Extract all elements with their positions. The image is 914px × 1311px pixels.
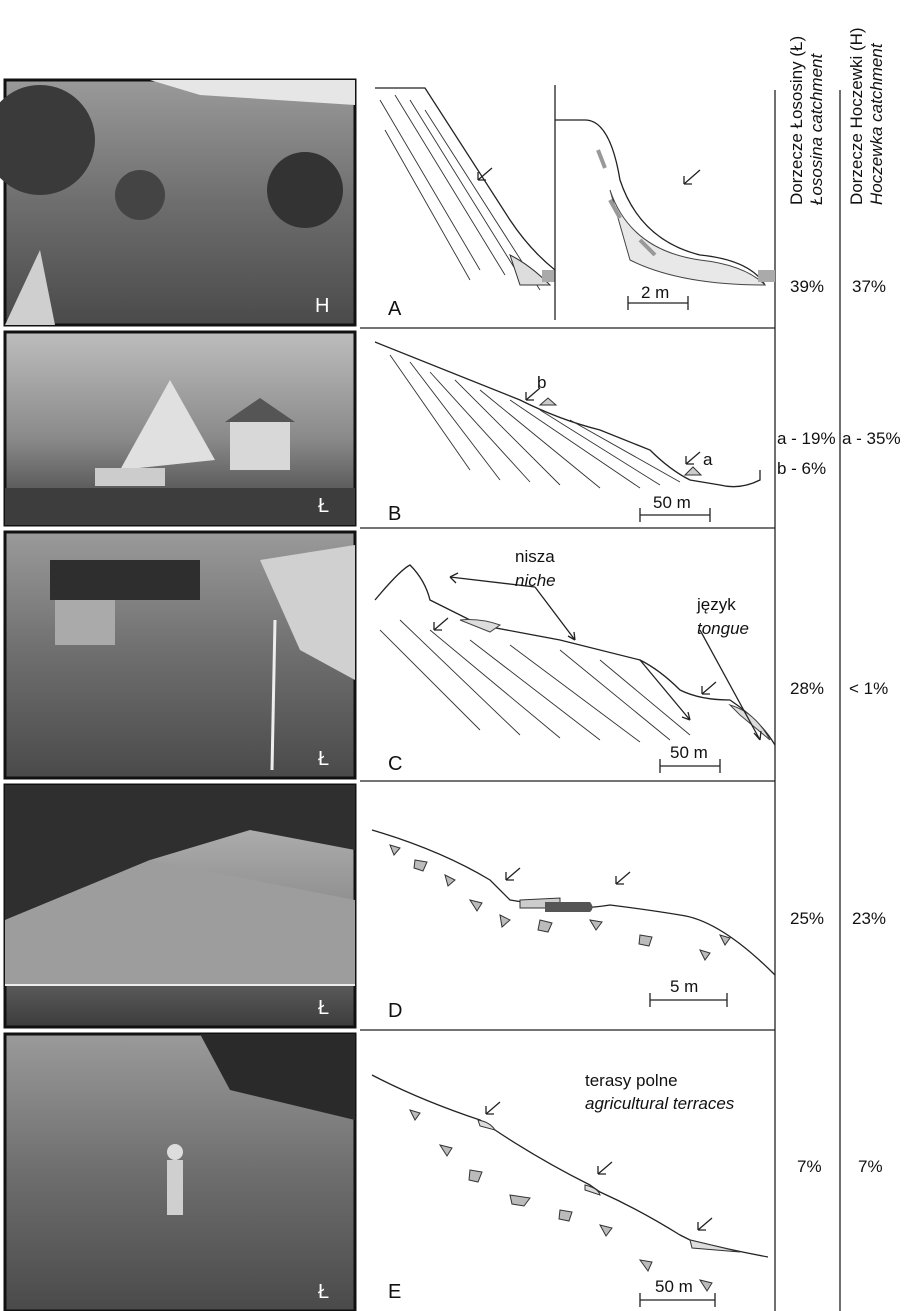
panel-label: E xyxy=(388,1281,401,1303)
panel-label: B xyxy=(388,503,401,525)
panel-label: A xyxy=(388,298,402,320)
annotation-pl: terasy polne xyxy=(585,1071,678,1090)
scale-label: 50 m xyxy=(655,1277,693,1296)
drawing-path xyxy=(545,902,593,912)
drawing-path xyxy=(598,1162,612,1174)
drawing-path xyxy=(684,170,700,184)
share-h: 23% xyxy=(852,909,886,928)
drawing-rect xyxy=(758,270,775,282)
share-l: 39% xyxy=(790,277,824,296)
diagram-a xyxy=(375,85,775,320)
drawing-path xyxy=(698,1218,712,1230)
photos xyxy=(0,80,355,1311)
drawing-path xyxy=(450,573,575,640)
diagram-d xyxy=(372,830,775,1007)
marker: b xyxy=(537,373,546,392)
drawing-path xyxy=(486,1102,500,1114)
header-col2-pl: Dorzecze Hoczewki (H) xyxy=(847,27,866,205)
annotation-en: niche xyxy=(515,571,556,590)
drawing-path xyxy=(50,560,200,600)
photo-label: Ł xyxy=(318,1281,329,1303)
annotation-en: agricultural terraces xyxy=(585,1094,735,1113)
scale-label: 2 m xyxy=(641,283,669,302)
drawing-path xyxy=(640,660,690,720)
share-h: < 1% xyxy=(849,679,888,698)
header-col1-en: Łososina catchment xyxy=(807,53,826,205)
drawing-path xyxy=(685,467,701,475)
drawing-circle xyxy=(115,170,165,220)
panel-label: D xyxy=(388,1000,402,1022)
share-h: a - 35% xyxy=(842,429,901,448)
annotation-pl: nisza xyxy=(515,547,555,566)
annotation-pl: język xyxy=(696,595,736,614)
drawing-circle xyxy=(167,1144,183,1160)
share-l: 25% xyxy=(790,909,824,928)
share-l: 7% xyxy=(797,1157,822,1176)
drawing-path xyxy=(506,868,520,880)
header-col1-pl: Dorzecze Łososiny (Ł) xyxy=(787,36,806,205)
drawing-rect xyxy=(5,488,355,525)
drawing-path xyxy=(616,872,630,884)
drawing-path xyxy=(434,618,448,630)
header-col2-en: Hoczewka catchment xyxy=(867,42,886,205)
marker: a xyxy=(703,450,713,469)
drawing-rect xyxy=(542,270,555,282)
drawing-circle xyxy=(267,152,343,228)
drawing-path xyxy=(375,565,775,745)
drawing-rect xyxy=(167,1160,183,1215)
panel-label: C xyxy=(388,753,402,775)
drawing-path xyxy=(375,88,555,270)
share-h: 7% xyxy=(858,1157,883,1176)
drawing-path xyxy=(610,190,765,285)
annotation-en: tongue xyxy=(697,619,749,638)
drawing-rect xyxy=(55,600,115,645)
share-l: a - 19% xyxy=(777,429,836,448)
photo-label: Ł xyxy=(318,495,329,517)
drawing-path xyxy=(410,1110,712,1291)
drawing-rect xyxy=(95,468,165,486)
drawing-path xyxy=(390,355,680,488)
drawing-path xyxy=(380,620,690,742)
drawing-path xyxy=(686,452,700,464)
drawing-path xyxy=(540,398,556,405)
figure: Dorzecze Łososiny (Ł) Łososina catchment… xyxy=(0,0,914,1311)
scale-label: 50 m xyxy=(670,743,708,762)
drawing-rect xyxy=(230,420,290,470)
drawing-path xyxy=(460,620,500,632)
diagram-b xyxy=(375,342,760,522)
share-l: b - 6% xyxy=(777,459,826,478)
row-rules xyxy=(360,328,775,1030)
scale-label: 50 m xyxy=(653,493,691,512)
share-l: 28% xyxy=(790,679,824,698)
photo-label: Ł xyxy=(318,748,329,770)
scale-label: 5 m xyxy=(670,977,698,996)
drawing-path xyxy=(702,682,716,694)
photo-label: Ł xyxy=(318,997,329,1019)
photo-label: H xyxy=(315,295,329,317)
share-h: 37% xyxy=(852,277,886,296)
